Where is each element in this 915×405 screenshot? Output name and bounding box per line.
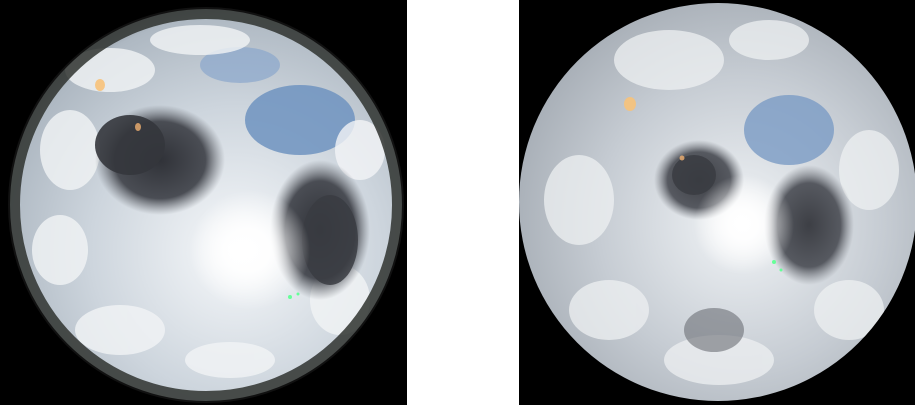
fisheye-sky-svg-left xyxy=(8,7,404,403)
processed-sky-image-right xyxy=(519,0,915,405)
processed-sky-svg-right xyxy=(519,3,915,401)
fisheye-sky-image-left xyxy=(0,0,407,405)
